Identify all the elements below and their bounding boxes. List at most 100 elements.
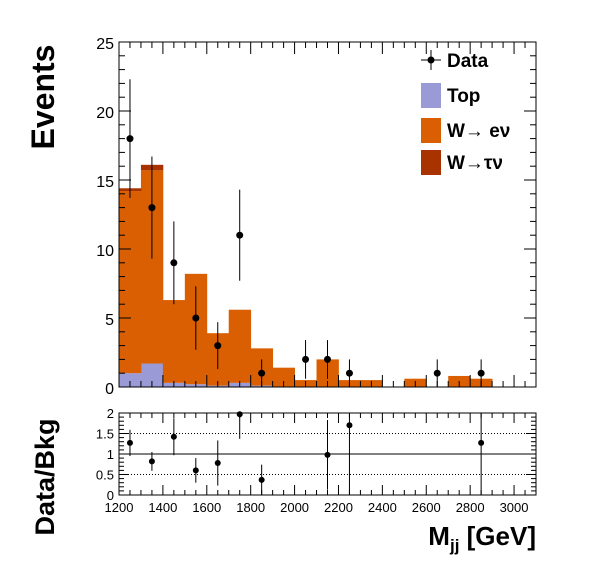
ratio-point-0	[126, 439, 133, 446]
bar-wev-23	[371, 380, 383, 387]
x-tick-label: 2600	[412, 500, 441, 515]
bar-wev-7	[195, 273, 208, 385]
ratio-plot-panel: 0 0.5 1 1.5 2 1200 1400 1600 1800 2000 2200 2400 26…	[30, 406, 537, 555]
bar-wev-16	[294, 380, 306, 387]
main-y-axis: 0 5 10 15 20 25	[96, 36, 536, 398]
bar-wev-14	[272, 367, 285, 387]
bar-wev-5	[173, 300, 186, 383]
bar-top-4	[162, 382, 175, 387]
y-axis-title: Events	[25, 45, 61, 150]
ratio-point-1	[148, 458, 155, 465]
bar-wev-1	[129, 191, 142, 374]
data-point-3	[192, 314, 200, 322]
bar-wev-18	[316, 359, 328, 387]
legend-data-marker	[427, 56, 435, 64]
bar-top-3	[151, 363, 164, 387]
x-axis-title-unit: [GeV]	[459, 521, 536, 551]
bar-wev-19	[327, 359, 339, 387]
bar-top-8	[206, 385, 219, 387]
ratio-point-4	[214, 460, 221, 467]
bar-wev-0	[119, 191, 131, 374]
bar-wev-8	[206, 333, 219, 386]
bar-top-10	[228, 382, 241, 387]
x-tick-label: 2400	[368, 500, 397, 515]
x-tick-label: 1600	[192, 500, 221, 515]
x-tick-label: 1200	[105, 500, 134, 515]
data-point-10	[433, 369, 441, 377]
bar-top-1	[129, 373, 142, 387]
legend-wev-swatch	[421, 118, 441, 143]
main-y-tick-label: 15	[96, 174, 114, 191]
bar-wtv-2	[140, 164, 153, 171]
ratio-y-tick-label: 2	[107, 406, 114, 421]
main-y-tick-label: 25	[96, 36, 114, 53]
bar-wev-13	[261, 348, 274, 386]
main-y-tick-label: 10	[96, 243, 114, 260]
bar-wev-3	[151, 170, 164, 364]
ratio-y-axis-title: Data/Bkg	[30, 418, 60, 535]
main-y-tick-label: 20	[96, 105, 114, 122]
bar-wev-17	[305, 380, 317, 387]
bar-wev-12	[250, 348, 263, 386]
bar-top-13	[261, 385, 274, 387]
x-tick-label: 3000	[500, 500, 529, 515]
bar-wtv-3	[151, 164, 164, 171]
legend-wtv-swatch	[421, 150, 441, 175]
ratio-points	[126, 411, 485, 495]
main-y-tick-label: 5	[105, 312, 114, 329]
legend-top-swatch	[421, 83, 441, 108]
ratio-y-tick-label: 1	[107, 447, 114, 462]
legend: Data Top W→ eν W→τν	[421, 50, 510, 175]
x-axis-title: Mjj [GeV]	[428, 521, 536, 555]
bar-wev-30	[448, 375, 460, 387]
ratio-y-tick-label: 0	[107, 488, 114, 503]
legend-data-label: Data	[447, 51, 489, 72]
bar-top-0	[119, 373, 131, 387]
bar-wev-11	[239, 309, 252, 383]
legend-wtv-label: W→τν	[447, 153, 503, 174]
data-point-1	[148, 204, 156, 212]
data-point-6	[258, 369, 266, 377]
x-tick-label: 2200	[324, 500, 353, 515]
ratio-point-7	[324, 451, 331, 458]
bar-wev-26	[404, 378, 416, 387]
bar-top-2	[140, 363, 153, 387]
data-point-7	[302, 355, 310, 363]
data-point-4	[214, 342, 222, 350]
bar-wev-32	[470, 378, 482, 387]
bar-top-11	[239, 382, 252, 387]
bar-top-7	[195, 384, 208, 387]
bar-wev-21	[349, 380, 361, 387]
data-point-9	[345, 369, 353, 377]
data-point-8	[324, 355, 331, 363]
bar-wtv-0	[119, 188, 131, 192]
x-axis-title-sub: jj	[449, 536, 459, 555]
bar-wev-22	[360, 380, 372, 387]
stacked-histogram	[119, 164, 493, 387]
ratio-point-8	[346, 422, 353, 429]
bar-top-12	[250, 385, 263, 387]
main-y-tick-label: 0	[105, 381, 114, 398]
bar-wev-9	[217, 333, 230, 386]
ratio-y-tick-label: 0.5	[96, 468, 114, 483]
data-point-2	[170, 259, 178, 267]
data-point-0	[126, 135, 134, 143]
x-tick-label: 1400	[148, 500, 177, 515]
bar-wev-27	[415, 378, 427, 387]
bar-top-5	[173, 382, 186, 387]
bar-wev-6	[184, 273, 197, 385]
data-point-5	[236, 231, 244, 239]
legend-wev-label: W→ eν	[447, 121, 510, 142]
bar-wev-31	[459, 375, 471, 387]
x-axis: 1200 1400 1600 1800 2000 2200 2400 2600 2800 3000	[105, 413, 537, 515]
x-tick-label: 2800	[456, 500, 485, 515]
bar-wev-10	[228, 309, 241, 383]
x-tick-label: 2000	[280, 500, 309, 515]
bar-wev-20	[338, 380, 350, 387]
ratio-point-9	[478, 439, 485, 446]
main-plot-panel: 0 5 10 15 20 25 Events	[25, 36, 537, 398]
x-axis-title-main: M	[428, 521, 450, 551]
ratio-point-6	[258, 476, 265, 483]
ratio-y-tick-label: 1.5	[96, 427, 114, 442]
bar-top-9	[217, 385, 230, 387]
